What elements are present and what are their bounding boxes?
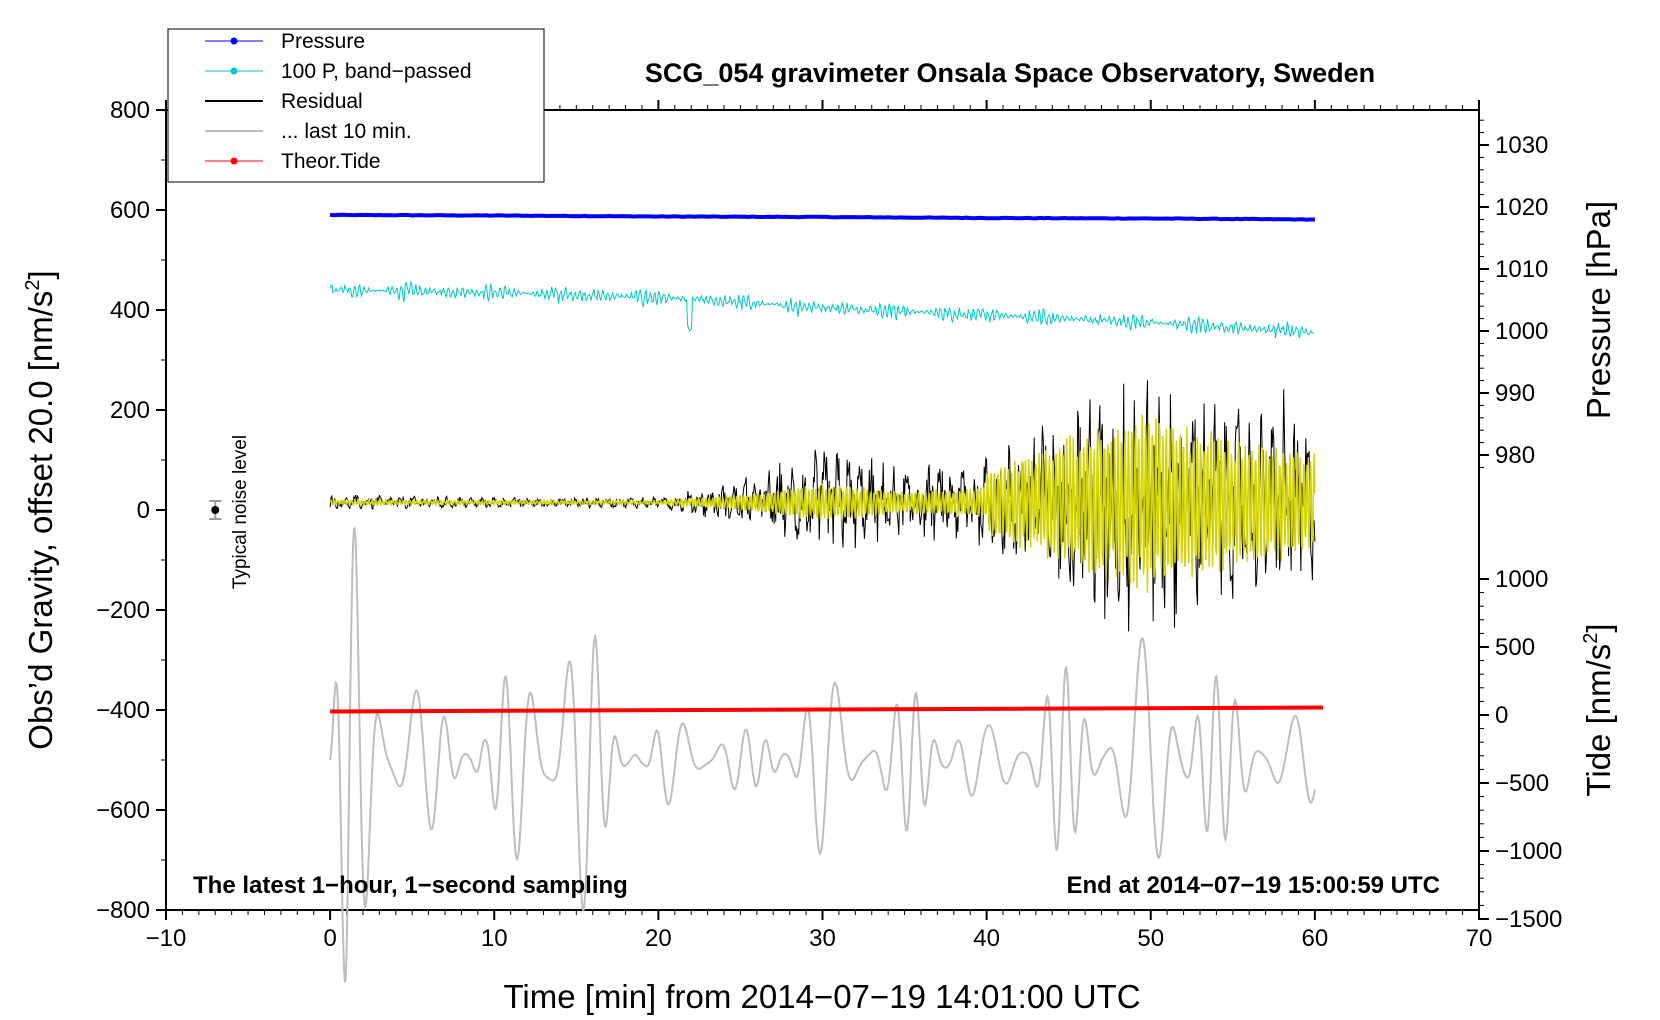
- legend-label-tide: Theor.Tide: [281, 150, 381, 173]
- legend-label-last10: ... last 10 min.: [281, 120, 412, 143]
- legend-marker-tide: [230, 157, 238, 165]
- noise-dot: [211, 506, 220, 514]
- legend-item-last10: ... last 10 min.: [205, 120, 412, 143]
- y-tick-label: 600: [110, 197, 150, 224]
- noise-level-indicator: [209, 500, 222, 520]
- residual-filtered-line: [329, 414, 1316, 593]
- legend-box: [167, 28, 545, 183]
- x-tick-label: 40: [973, 925, 1000, 952]
- pressure-tick-label: 980: [1495, 442, 1535, 469]
- pressure-tick-label: 1020: [1495, 194, 1548, 221]
- legend-label-bandpass: 100 P, band−passed: [281, 60, 472, 83]
- y-tick-label: 800: [110, 97, 150, 124]
- y-tick-label: 400: [110, 297, 150, 324]
- legend-marker-pressure: [230, 37, 238, 45]
- axis-ticks: −10 0 10 20 30 40 50 60 70−800−600−400−200020040…: [96, 97, 1562, 952]
- legend-marker-bandpass: [230, 67, 238, 75]
- y-tick-label: −800: [96, 897, 150, 924]
- pressure-tick-label: 1030: [1495, 132, 1548, 159]
- legend-item-bandpass: 100 P, band−passed: [205, 60, 472, 83]
- annotation-left: The latest 1−hour, 1−second sampling: [193, 872, 628, 899]
- legend-item-tide: Theor.Tide: [205, 150, 381, 173]
- y-axis-label: Obs’d Gravity, offset 20.0 [nm/s2]: [22, 270, 59, 749]
- legend-item-pressure: Pressure: [205, 30, 365, 53]
- x-axis-label: Time [min] from 2014−07−19 14:01:00 UTC: [503, 978, 1140, 1015]
- pressure-tick-label: 1010: [1495, 256, 1548, 283]
- tide-tick-label: 0: [1495, 702, 1508, 729]
- tide-tick-label: −1500: [1495, 906, 1562, 933]
- x-tick-label: 60: [1302, 925, 1329, 952]
- x-tick-label: 30: [809, 925, 836, 952]
- pressure-tick-label: 990: [1495, 380, 1535, 407]
- pressure-tick-label: 1000: [1495, 318, 1548, 345]
- chart-title: SCG_054 gravimeter Onsala Space Observat…: [645, 58, 1375, 88]
- y-tick-label: 200: [110, 397, 150, 424]
- tide-tick-label: −1000: [1495, 838, 1562, 865]
- legend-item-residual: Residual: [205, 90, 363, 113]
- series-pressure: [330, 212, 1315, 222]
- series-theor-tide: [330, 705, 1324, 714]
- tide-line: [330, 705, 1324, 714]
- legend-label-pressure: Pressure: [281, 30, 365, 53]
- legend-label-residual: Residual: [281, 90, 363, 113]
- y-tick-label: −400: [96, 697, 150, 724]
- x-tick-label: 10: [481, 925, 508, 952]
- pressure-line: [330, 212, 1315, 222]
- y-tick-label: 0: [137, 497, 150, 524]
- x-tick-label: 0: [323, 925, 336, 952]
- series-last-10-min: [329, 525, 1316, 983]
- last10-line: [329, 525, 1316, 983]
- y-tick-label: −200: [96, 597, 150, 624]
- y-tick-label: −600: [96, 797, 150, 824]
- x-tick-label: 70: [1466, 925, 1493, 952]
- series-bandpassed-pressure: [329, 280, 1315, 339]
- annotation-right: End at 2014−07−19 15:00:59 UTC: [1066, 872, 1440, 899]
- tide-tick-label: 500: [1495, 634, 1535, 661]
- tide-tick-label: 1000: [1495, 566, 1548, 593]
- tide-tick-label: −500: [1495, 770, 1549, 797]
- x-tick-label: 50: [1137, 925, 1164, 952]
- x-tick-label: 20: [645, 925, 672, 952]
- tide-axis-label: Tide [nm/s2]: [1580, 623, 1617, 796]
- noise-level-label: Typical noise level: [230, 435, 251, 589]
- pressure-axis-label: Pressure [hPa]: [1580, 201, 1617, 419]
- x-tick-label: −10: [146, 925, 187, 952]
- bandpass-line: [329, 280, 1315, 339]
- legend: Pressure 100 P, band−passed Residual ...…: [167, 28, 545, 183]
- series-residual-filtered: [329, 414, 1316, 593]
